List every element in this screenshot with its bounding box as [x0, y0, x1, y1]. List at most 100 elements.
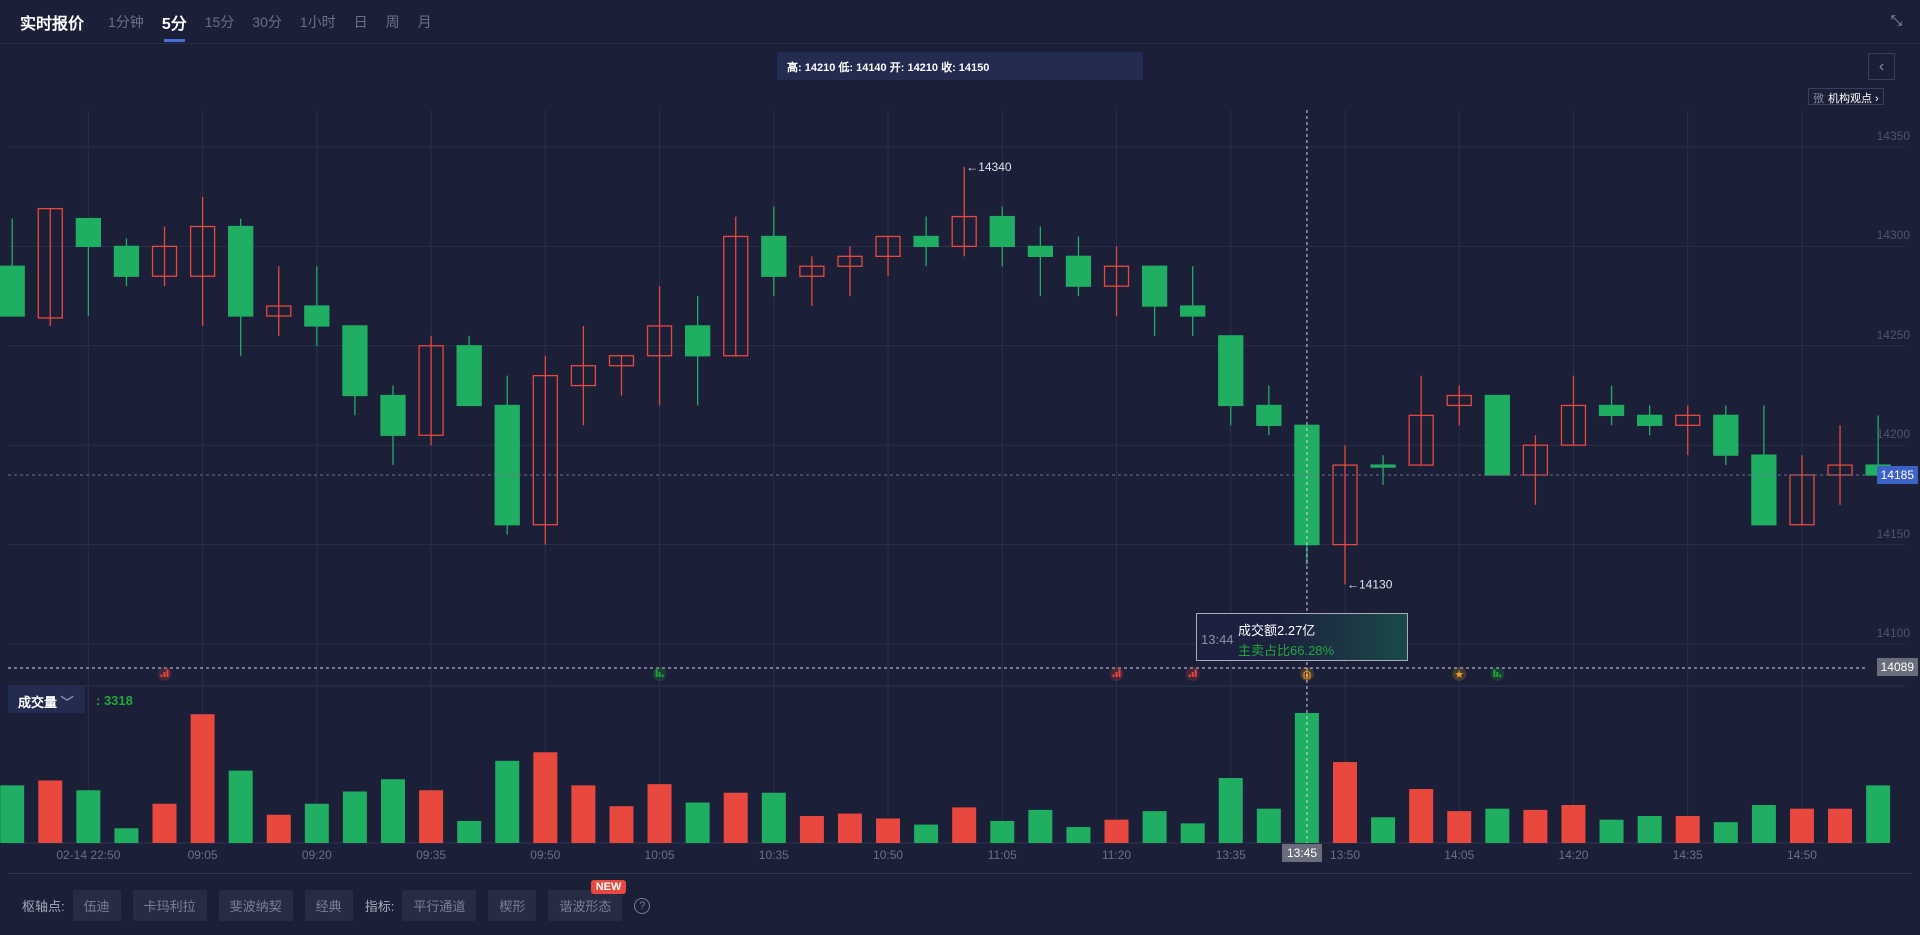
candle-body — [837, 255, 863, 267]
tooltip-time: 13:44 — [1201, 632, 1234, 647]
time-tick: 13:50 — [1329, 848, 1361, 862]
tab-2[interactable]: 15分 — [204, 13, 235, 30]
bar-glyph — [1118, 669, 1121, 677]
volume-bar — [1256, 808, 1281, 843]
candle-body — [570, 365, 597, 387]
bar-glyph — [1191, 672, 1194, 677]
candle-body — [1218, 335, 1244, 407]
bar-glyph — [160, 674, 163, 677]
candle-body — [1751, 454, 1777, 526]
volume-bar — [1447, 811, 1472, 843]
volume-bar — [1028, 809, 1053, 843]
candle-body — [646, 325, 673, 357]
time-tick: 10:35 — [758, 848, 789, 862]
candle-body — [989, 215, 1015, 248]
wedge-button[interactable]: 楔形 — [488, 890, 537, 921]
time-tick: 11:05 — [987, 848, 1017, 862]
collapse-panel-button[interactable]: ‹ — [1868, 53, 1895, 80]
volume-bar — [1333, 762, 1357, 843]
time-tick: 10:05 — [644, 848, 675, 862]
time-tick: 13:35 — [1215, 848, 1246, 862]
volume-bar — [419, 790, 444, 843]
volume-bar — [914, 824, 939, 843]
candle-body — [951, 215, 977, 248]
pivot-classic-button[interactable]: 经典 — [304, 890, 353, 921]
price-tick: 14100 — [1876, 626, 1910, 640]
volume-bar — [1523, 809, 1548, 843]
volume-bar — [571, 785, 596, 843]
tab-1[interactable]: 5分 — [162, 10, 187, 42]
volume-bar — [1104, 819, 1129, 843]
volume-bar — [1409, 789, 1434, 843]
pivot-fibonacci-button[interactable]: 斐波纳契 — [218, 890, 293, 921]
price-tick: 14300 — [1876, 228, 1910, 243]
time-tick: 14:05 — [1444, 848, 1475, 862]
parallel-channel-button[interactable]: 平行通道 — [402, 890, 477, 921]
candle-body — [456, 345, 482, 407]
volume-bar — [952, 807, 977, 843]
interval-tabs: 1分钟 5分 15分 30分 1小时日周月 — [108, 10, 450, 42]
time-tick: 09:20 — [301, 848, 332, 862]
bar-glyph — [1496, 672, 1499, 677]
coin-glyph: ◍ — [1302, 669, 1312, 681]
tab-3[interactable]: 30分 — [252, 13, 282, 30]
harmonic-pattern-button[interactable]: 谐波形态 NEW — [548, 880, 627, 921]
pivot-woodie-button[interactable]: 伍迪 — [72, 890, 121, 921]
shrink-icon[interactable]: ⤡ — [1890, 12, 1902, 28]
volume-bar — [990, 820, 1015, 843]
volume-bar — [0, 785, 25, 843]
bar-glyph — [655, 669, 658, 677]
volume-bar — [381, 779, 405, 843]
candle-body — [1408, 414, 1434, 466]
price-tick: 14350 — [1876, 129, 1910, 143]
bar-glyph — [163, 672, 166, 677]
tab-0[interactable]: 1分钟 — [108, 13, 144, 30]
tab-5[interactable]: 日 — [353, 13, 368, 30]
volume-bar — [1866, 785, 1891, 843]
volume-bar — [1485, 808, 1510, 843]
institution-views-button[interactable]: 㢸机构观点 › — [1808, 88, 1884, 105]
tooltip-ratio: 主卖占比66.28% — [1238, 643, 1335, 658]
volume-bar — [1675, 816, 1700, 843]
candle-body — [37, 207, 63, 319]
new-badge: NEW — [590, 880, 627, 894]
star-icon — [1452, 667, 1467, 681]
volume-bar — [609, 806, 634, 843]
volume-bar — [1142, 811, 1167, 843]
crosshair-price-badge: 14089 — [1876, 658, 1918, 676]
candle-body — [723, 235, 749, 357]
candle-body — [1103, 265, 1130, 287]
candle-body — [1713, 414, 1739, 456]
pivot-camarilla-button[interactable]: 卡玛利拉 — [132, 890, 207, 921]
candle-body — [1789, 474, 1815, 526]
tab-4[interactable]: 1小时 — [299, 13, 336, 30]
volume-bar — [1561, 804, 1586, 843]
chevron-down-icon: ﹀ — [60, 695, 74, 710]
crosshair-time-badge: 13:45 — [1281, 844, 1323, 862]
help-icon[interactable]: ? — [634, 897, 651, 914]
bar-glyph — [658, 672, 661, 677]
candle-body — [684, 325, 711, 357]
time-tick: 09:35 — [416, 848, 447, 862]
tab-7[interactable]: 月 — [417, 13, 432, 30]
volume-bar — [38, 780, 63, 843]
price-tick: 14250 — [1876, 327, 1910, 342]
bar-glyph — [1194, 669, 1197, 677]
volume-bar — [799, 816, 824, 843]
indicator-select[interactable]: 成交量 ﹀ — [8, 686, 85, 713]
candle-body — [1256, 404, 1282, 426]
volume-bar — [761, 792, 786, 843]
volume-bar — [114, 828, 139, 843]
time-tick: 09:50 — [530, 848, 561, 862]
candle-body — [1027, 245, 1054, 257]
tab-6[interactable]: 周 — [385, 13, 400, 30]
price-tick: 14200 — [1876, 427, 1910, 442]
tooltip: 13:44 成交额2.27亿 主卖占比66.28% — [1196, 613, 1408, 661]
volume-bar — [1751, 804, 1776, 843]
volume-bar — [190, 714, 215, 843]
volume-bar — [1713, 822, 1738, 843]
candle-body — [189, 225, 216, 277]
ohlc-readout: 高: 14210 低: 14140 开: 14210 收: 14150 — [777, 52, 1143, 80]
volume-bar — [495, 760, 520, 843]
